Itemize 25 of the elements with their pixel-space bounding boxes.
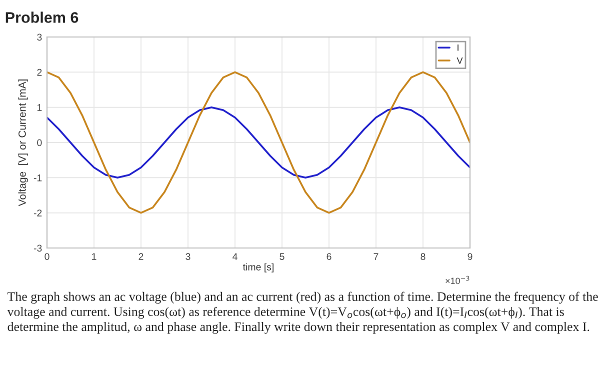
y-axis-title: Voltage [V] or Current [mA] xyxy=(18,80,28,206)
x-tick-label: 2 xyxy=(138,253,144,260)
x-tick-label: 1 xyxy=(92,253,96,260)
text: The graph shows an ac voltage (blue) and an ac current (red) as a function of time. Determine the frequency of the voltage and current. Using cos(ωt) as reference determine V(t)=V$_{o}$cos(ωt+ϕ$_{o}$) and I(t)=I$_{I}$cos(ωt+ϕ$_{I}$). That is determine the amplitud, ω and phase angle. Finally write down their representation as complex V and complex I. xyxy=(7,292,598,334)
y-tick-label: -2 xyxy=(34,210,42,216)
legend-label: V xyxy=(456,57,463,64)
x-tick-label: 7 xyxy=(374,253,378,260)
line-series xyxy=(47,71,470,214)
x-tick-label: 5 xyxy=(280,253,284,260)
x-tick-label: 3 xyxy=(186,253,190,260)
text: ×10$^{−3}$ xyxy=(446,276,470,284)
y-tick-label: -3 xyxy=(34,244,42,252)
y-tick-label: 2 xyxy=(37,68,42,76)
x-axis-title: time [s] xyxy=(242,263,274,272)
y-tick-label: 0 xyxy=(37,139,42,146)
line-series xyxy=(47,106,470,179)
x-tick-label: 9 xyxy=(468,253,472,260)
y-tick-label: -1 xyxy=(34,174,42,182)
x-tick-label: 6 xyxy=(326,253,332,260)
x-tick-label: 0 xyxy=(44,253,50,260)
x-tick-label: 4 xyxy=(232,253,238,260)
y-tick-label: 1 xyxy=(37,104,42,111)
chart-title: Problem 6 xyxy=(6,12,78,23)
y-tick-label: 3 xyxy=(37,34,42,41)
x-tick-label: 8 xyxy=(420,253,426,260)
